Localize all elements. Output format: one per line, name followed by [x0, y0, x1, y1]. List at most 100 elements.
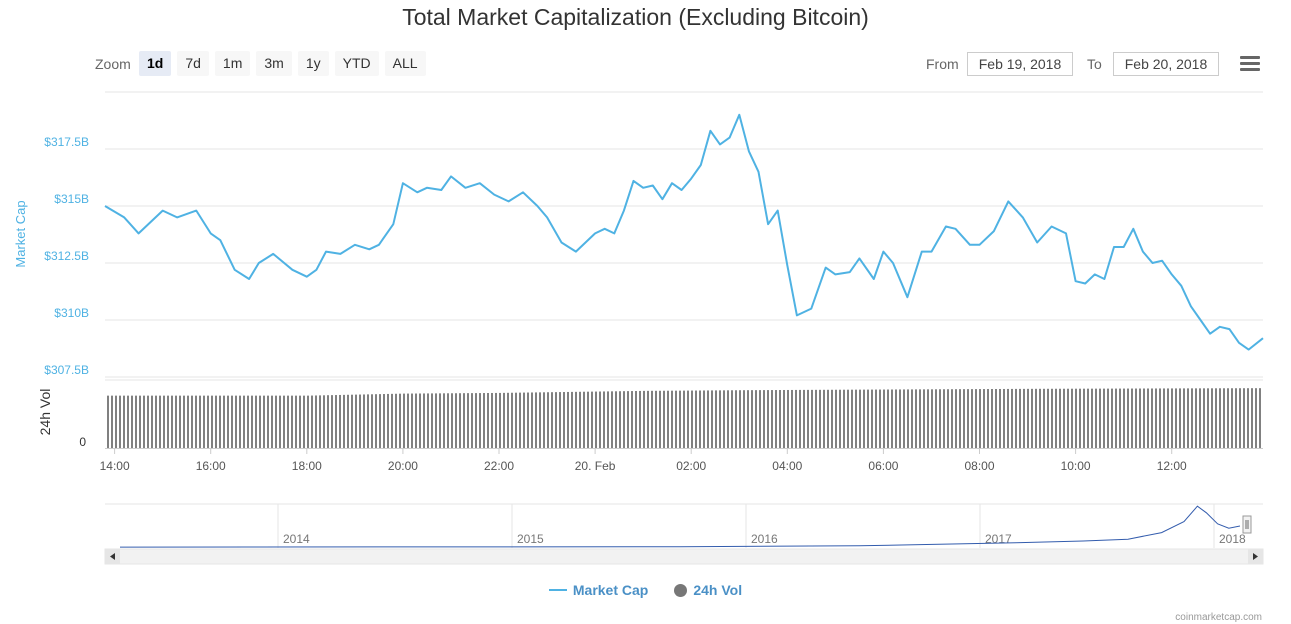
volume-bar [1215, 388, 1217, 448]
volume-bar [459, 393, 461, 448]
volume-bar [1207, 388, 1209, 448]
zoom-all-button[interactable]: ALL [384, 51, 426, 76]
volume-bar [627, 391, 629, 448]
zoom-1y-button[interactable]: 1y [297, 51, 329, 76]
volume-bar [431, 393, 433, 448]
volume-bar [211, 395, 213, 448]
navigator-year-label: 2018 [1219, 532, 1246, 546]
volume-bar [1119, 388, 1121, 448]
volume-bar [575, 391, 577, 448]
scrollbar-left-arrow-icon [110, 553, 115, 560]
volume-bar [1115, 388, 1117, 448]
volume-bar [635, 390, 637, 448]
volume-bar [1175, 388, 1177, 448]
volume-bar [519, 392, 521, 448]
credits-link[interactable]: coinmarketcap.com [1175, 612, 1262, 623]
legend-label-market-cap: Market Cap [572, 582, 649, 598]
volume-bar [911, 389, 913, 448]
volume-bar [823, 389, 825, 448]
zoom-1m-button[interactable]: 1m [214, 51, 251, 76]
volume-bar [127, 395, 129, 448]
volume-bar [1191, 388, 1193, 448]
volume-bar [859, 389, 861, 448]
volume-bar [939, 389, 941, 448]
volume-bar [967, 389, 969, 448]
volume-bar [771, 390, 773, 448]
volume-bar [567, 391, 569, 448]
volume-bar [587, 391, 589, 448]
x-tick-label: 08:00 [964, 459, 994, 473]
volume-bar [403, 393, 405, 448]
y-axis-title-volume: 24h Vol [37, 389, 53, 436]
volume-bar [651, 390, 653, 448]
volume-bar [535, 392, 537, 448]
volume-bar [247, 395, 249, 448]
from-date-input[interactable] [967, 52, 1073, 76]
volume-bar [155, 395, 157, 448]
volume-bar [615, 391, 617, 448]
volume-bar [607, 391, 609, 448]
volume-bar [315, 395, 317, 448]
zoom-3m-button[interactable]: 3m [256, 51, 292, 76]
y-tick-label: $312.5B [44, 249, 89, 263]
legend-item-volume[interactable]: 24h Vol [674, 582, 742, 598]
hamburger-menu-icon[interactable] [1240, 56, 1260, 72]
volume-bar [783, 389, 785, 448]
volume-bar [439, 393, 441, 448]
volume-bar [723, 390, 725, 448]
volume-bar [355, 394, 357, 448]
volume-bar [803, 389, 805, 448]
legend-label-volume: 24h Vol [693, 582, 743, 598]
x-tick-label: 10:00 [1061, 459, 1091, 473]
volume-bar [1163, 388, 1165, 448]
volume-bar [123, 395, 125, 448]
volume-bar [411, 393, 413, 448]
zoom-7d-button[interactable]: 7d [177, 51, 209, 76]
volume-bar [775, 390, 777, 448]
volume-bar [1259, 388, 1261, 448]
volume-bar [851, 389, 853, 448]
volume-bar [979, 389, 981, 448]
zoom-ytd-button[interactable]: YTD [334, 51, 379, 76]
volume-bar [863, 389, 865, 448]
volume-bar [819, 389, 821, 448]
volume-bar [487, 393, 489, 448]
volume-bar [983, 389, 985, 448]
volume-bar [311, 395, 313, 448]
volume-bar [719, 390, 721, 448]
volume-bar [1219, 388, 1221, 448]
volume-bar [947, 389, 949, 448]
volume-bar [843, 389, 845, 448]
volume-bar [735, 390, 737, 448]
volume-bar [695, 390, 697, 448]
volume-bar [167, 395, 169, 448]
volume-bar [999, 388, 1001, 448]
volume-bar [539, 392, 541, 448]
volume-bar [143, 395, 145, 448]
volume-bar [1147, 388, 1149, 448]
zoom-1d-button[interactable]: 1d [139, 51, 172, 76]
y-tick-label: $307.5B [44, 363, 89, 377]
volume-bar [131, 395, 133, 448]
volume-bar [1083, 388, 1085, 448]
volume-bar [195, 395, 197, 448]
legend-item-market-cap[interactable]: Market Cap [548, 582, 649, 598]
volume-bar [559, 392, 561, 448]
y-tick-label: $315B [54, 192, 89, 206]
to-date-input[interactable] [1113, 52, 1219, 76]
volume-bar [923, 389, 925, 448]
volume-bar [243, 395, 245, 448]
volume-bar [395, 393, 397, 448]
volume-bar [639, 390, 641, 448]
volume-bar [199, 395, 201, 448]
volume-bar [391, 393, 393, 448]
volume-bar [495, 392, 497, 448]
volume-bar [1063, 388, 1065, 448]
navigator-handle [1242, 515, 1252, 534]
volume-bar [919, 389, 921, 448]
volume-bar [907, 389, 909, 448]
volume-bar [179, 395, 181, 448]
legend-dot-icon [674, 583, 688, 597]
volume-bar [1255, 388, 1257, 448]
volume-bar [1231, 388, 1233, 448]
